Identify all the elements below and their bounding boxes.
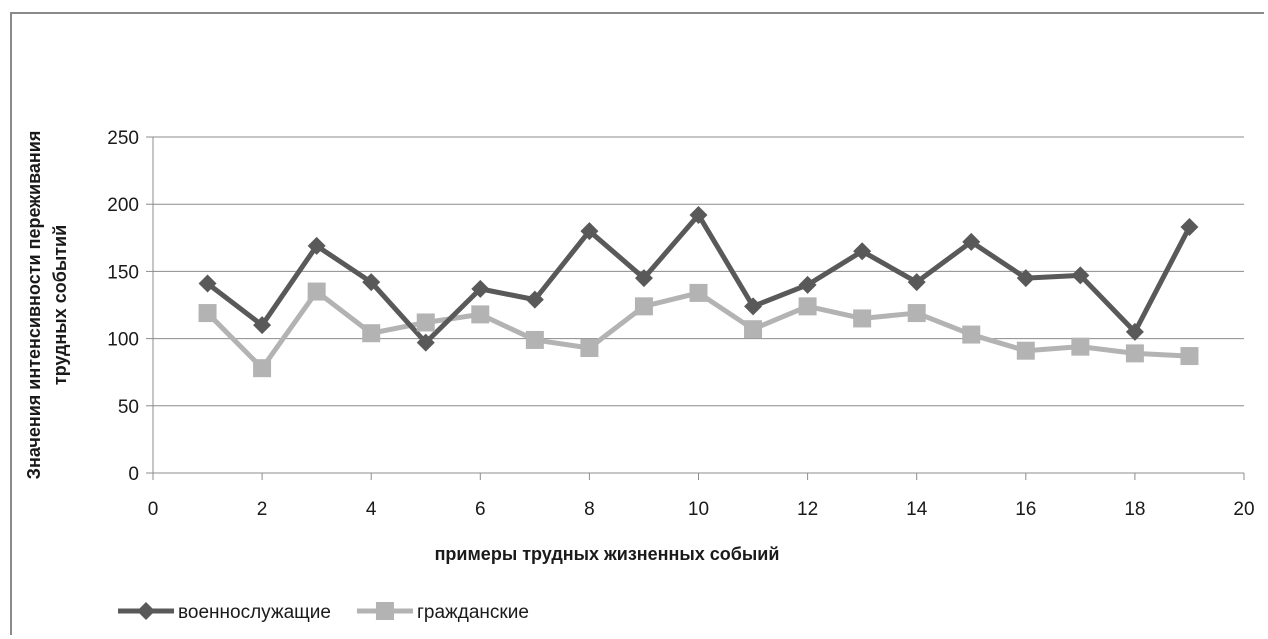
data-point-series-2 — [471, 305, 490, 324]
data-point-series-1 — [307, 236, 326, 255]
data-point-series-2 — [689, 283, 708, 302]
data-point-series-1 — [853, 242, 872, 261]
data-point-series-2 — [198, 304, 217, 323]
y-tick-label: 250 — [107, 128, 139, 149]
data-point-series-1 — [1016, 269, 1035, 288]
data-point-series-2 — [853, 309, 872, 328]
data-point-series-1 — [198, 274, 217, 293]
data-point-series-2 — [1071, 337, 1090, 356]
data-point-series-2 — [416, 313, 435, 332]
data-point-series-1 — [962, 232, 981, 251]
data-point-series-2 — [362, 324, 381, 343]
data-point-series-2 — [253, 359, 272, 378]
y-tick-labels: 0 50 100 150 200 250 — [107, 128, 139, 485]
data-point-series-2 — [1125, 344, 1144, 363]
data-point-series-1 — [471, 279, 490, 298]
x-axis-title: примеры трудных жизненных собыий — [435, 544, 780, 564]
data-point-series-2 — [307, 282, 326, 301]
x-tick-label: 20 — [1233, 499, 1254, 520]
x-tick-label: 6 — [475, 499, 486, 520]
y-tick-label: 100 — [107, 330, 139, 351]
legend-item-2: гражданские — [356, 602, 529, 623]
axes — [146, 136, 1245, 480]
x-tick-labels: 0 2 4 6 8 10 12 14 16 18 20 — [148, 499, 1255, 520]
data-point-series-1 — [1071, 266, 1090, 285]
y-axis-title-line2: трудных событий — [50, 225, 70, 385]
data-point-series-1 — [416, 333, 435, 352]
series-markers — [198, 205, 1199, 378]
gridlines — [153, 136, 1244, 407]
x-tick-label: 10 — [688, 499, 709, 520]
data-point-series-2 — [907, 304, 926, 323]
data-point-series-1 — [580, 222, 599, 241]
y-tick-label: 50 — [118, 397, 139, 418]
series-line-2 — [205, 289, 1190, 371]
y-tick-label: 150 — [107, 262, 139, 283]
data-point-series-2 — [1180, 347, 1199, 366]
data-point-series-1 — [744, 297, 763, 316]
data-point-series-2 — [525, 330, 544, 349]
x-tick-label: 0 — [148, 499, 159, 520]
data-point-series-1 — [907, 273, 926, 292]
x-tick-label: 12 — [797, 499, 818, 520]
data-point-series-1 — [253, 316, 272, 335]
y-axis-title: Значения интенсивности переживания трудн… — [24, 131, 70, 480]
legend-label: военнослужащие — [178, 602, 331, 623]
x-tick-label: 2 — [257, 499, 268, 520]
data-point-series-2 — [962, 325, 981, 344]
legend-swatch-marker — [137, 602, 155, 620]
data-point-series-1 — [634, 269, 653, 288]
y-tick-label: 0 — [128, 464, 139, 485]
legend-label: гражданские — [417, 602, 529, 623]
data-point-series-1 — [525, 290, 544, 309]
data-point-series-2 — [634, 297, 653, 316]
y-axis-title-line1: Значения интенсивности переживания — [24, 131, 44, 480]
data-point-series-1 — [1180, 218, 1199, 237]
x-tick-label: 8 — [584, 499, 595, 520]
data-point-series-2 — [580, 339, 599, 358]
x-tick-label: 14 — [906, 499, 928, 520]
data-point-series-1 — [1125, 322, 1144, 341]
legend-item-1: военнослужащие — [118, 602, 331, 623]
data-point-series-1 — [689, 205, 708, 224]
legend-swatch-marker — [375, 602, 394, 620]
data-point-series-1 — [798, 275, 817, 294]
legend: военнослужащие гражданские — [118, 602, 529, 623]
y-tick-label: 200 — [107, 195, 139, 216]
data-point-series-2 — [1016, 341, 1035, 360]
data-point-series-2 — [798, 297, 817, 316]
data-point-series-2 — [744, 320, 763, 339]
data-point-series-1 — [362, 273, 381, 292]
x-tick-label: 16 — [1015, 499, 1036, 520]
x-tick-label: 4 — [366, 499, 377, 520]
x-tick-label: 18 — [1124, 499, 1145, 520]
